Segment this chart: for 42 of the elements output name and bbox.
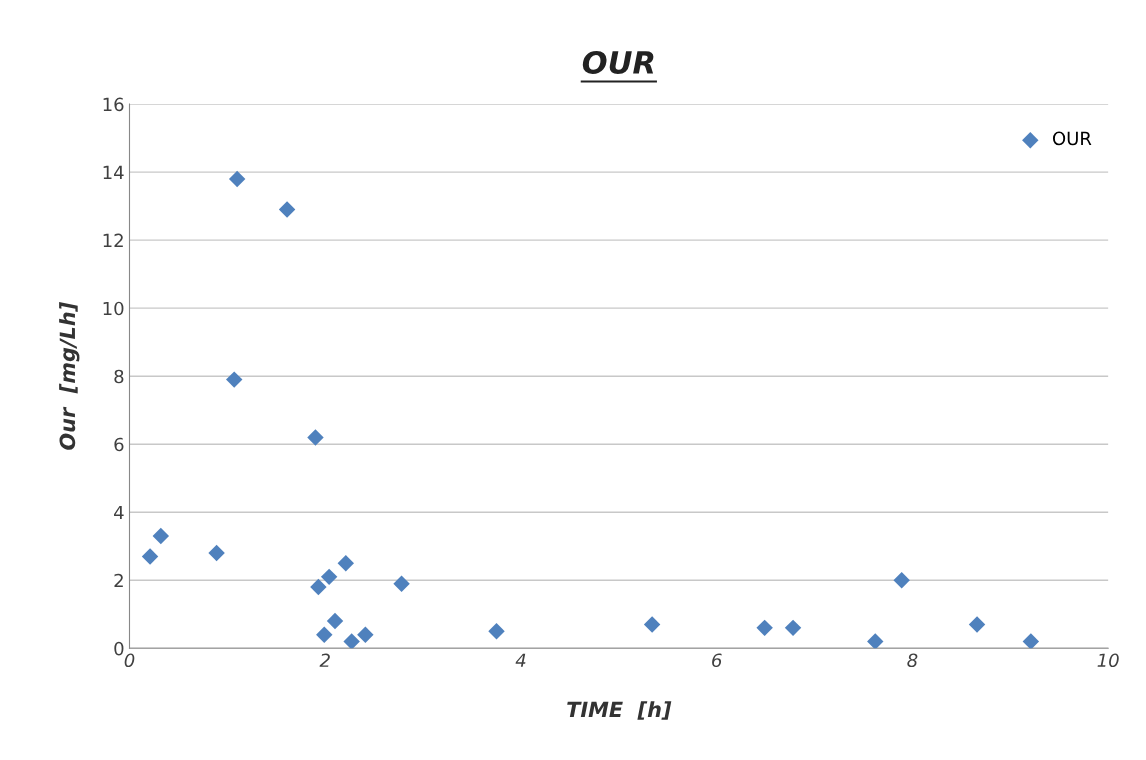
point [357,626,374,643]
x-axis-title: TIME [h] [567,701,672,720]
x-tick-label: 4 [515,653,526,667]
y-tick-label: 10 [103,301,124,316]
y-axis-title: Our [mg/Lh] [59,302,80,450]
point [488,623,505,640]
y-tick-label: 16 [103,97,124,112]
point [141,548,159,565]
point [337,555,354,572]
point [320,568,338,586]
point [393,575,410,592]
y-tick-label: 0 [114,641,124,656]
point [310,578,327,596]
point [278,201,296,218]
point [343,633,360,649]
point [152,527,170,545]
point [226,371,243,388]
point [1022,633,1040,649]
x-tick-label: 10 [1097,653,1119,668]
point [228,170,246,188]
point [893,572,910,589]
x-tick-label: 0 [124,653,135,668]
y-tick-label: 12 [103,233,123,248]
y-tick-label: 4 [114,505,124,520]
y-tick-label: 8 [114,369,124,384]
point [316,626,333,643]
point [867,633,884,649]
point [784,619,802,637]
point [326,612,344,630]
x-tick-label: 6 [712,653,722,668]
point [756,619,773,637]
y-tick-label: 6 [114,437,124,452]
point [643,616,661,633]
point [208,544,225,562]
x-tick-label: 2 [319,653,330,667]
point [307,429,324,446]
legend-label: OUR [1052,131,1092,146]
x-tick-label: 8 [907,653,918,668]
point [968,616,986,633]
y-tick-label: 2 [114,573,123,588]
chart-title: OUR [582,50,654,74]
y-tick-label: 14 [103,165,124,179]
